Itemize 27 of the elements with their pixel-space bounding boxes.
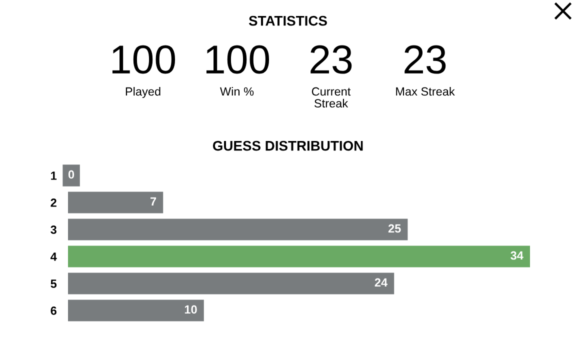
y-tick-label: 3 [50,226,56,234]
data-label: 0 [68,170,74,179]
bar [68,192,164,214]
text: Current Streak [312,87,351,108]
y-tick-label: 4 [50,252,57,261]
y-tick-label: 1 [51,172,57,180]
text: STATISTICS [248,16,327,26]
bar [68,218,408,240]
bar [68,300,204,322]
text: 100 [206,45,270,74]
data-label: 25 [388,224,401,233]
data-label: 34 [510,251,524,260]
chart-title: GUESS DISTRIBUTION [212,140,363,151]
data-label: 7 [150,197,156,206]
text: 23 [404,45,446,74]
bar [68,272,394,294]
text: 100 [112,45,176,74]
y-tick-label: 6 [50,306,56,315]
y-tick-label: 2 [50,198,56,207]
data-label: 24 [374,278,388,287]
bar [68,246,530,268]
text: 23 [310,45,352,74]
y-tick-label: 5 [50,280,57,288]
text: Played [126,87,160,98]
text: Win % [220,87,254,96]
data-label: 10 [184,305,197,314]
text: Max Streak [396,87,455,96]
